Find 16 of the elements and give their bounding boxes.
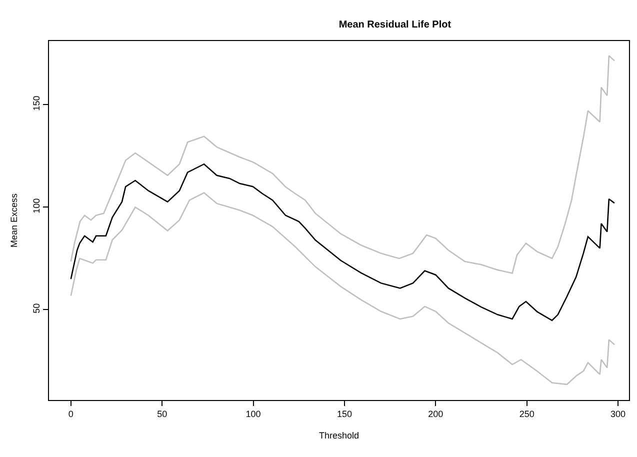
- x-tick-label: 150: [336, 408, 352, 419]
- line-series: [70, 163, 616, 322]
- y-tick-label: 150: [31, 96, 42, 111]
- x-tick-label: 50: [157, 408, 168, 419]
- x-tick-label: 200: [428, 408, 444, 419]
- x-tick-label: 0: [68, 408, 74, 419]
- x-tick-label: 250: [519, 408, 534, 419]
- chart-title: Mean Residual Life Plot: [338, 20, 452, 31]
- y-tick-label: 100: [31, 198, 42, 214]
- line-series: [70, 55, 616, 274]
- line-series: [70, 192, 616, 386]
- x-tick-label: 300: [610, 408, 626, 419]
- y-tick-label: 50: [31, 303, 42, 314]
- x-tick-label: 100: [246, 408, 261, 419]
- y-axis-title: Mean Excess: [8, 192, 19, 248]
- x-axis-title: Threshold: [318, 430, 360, 441]
